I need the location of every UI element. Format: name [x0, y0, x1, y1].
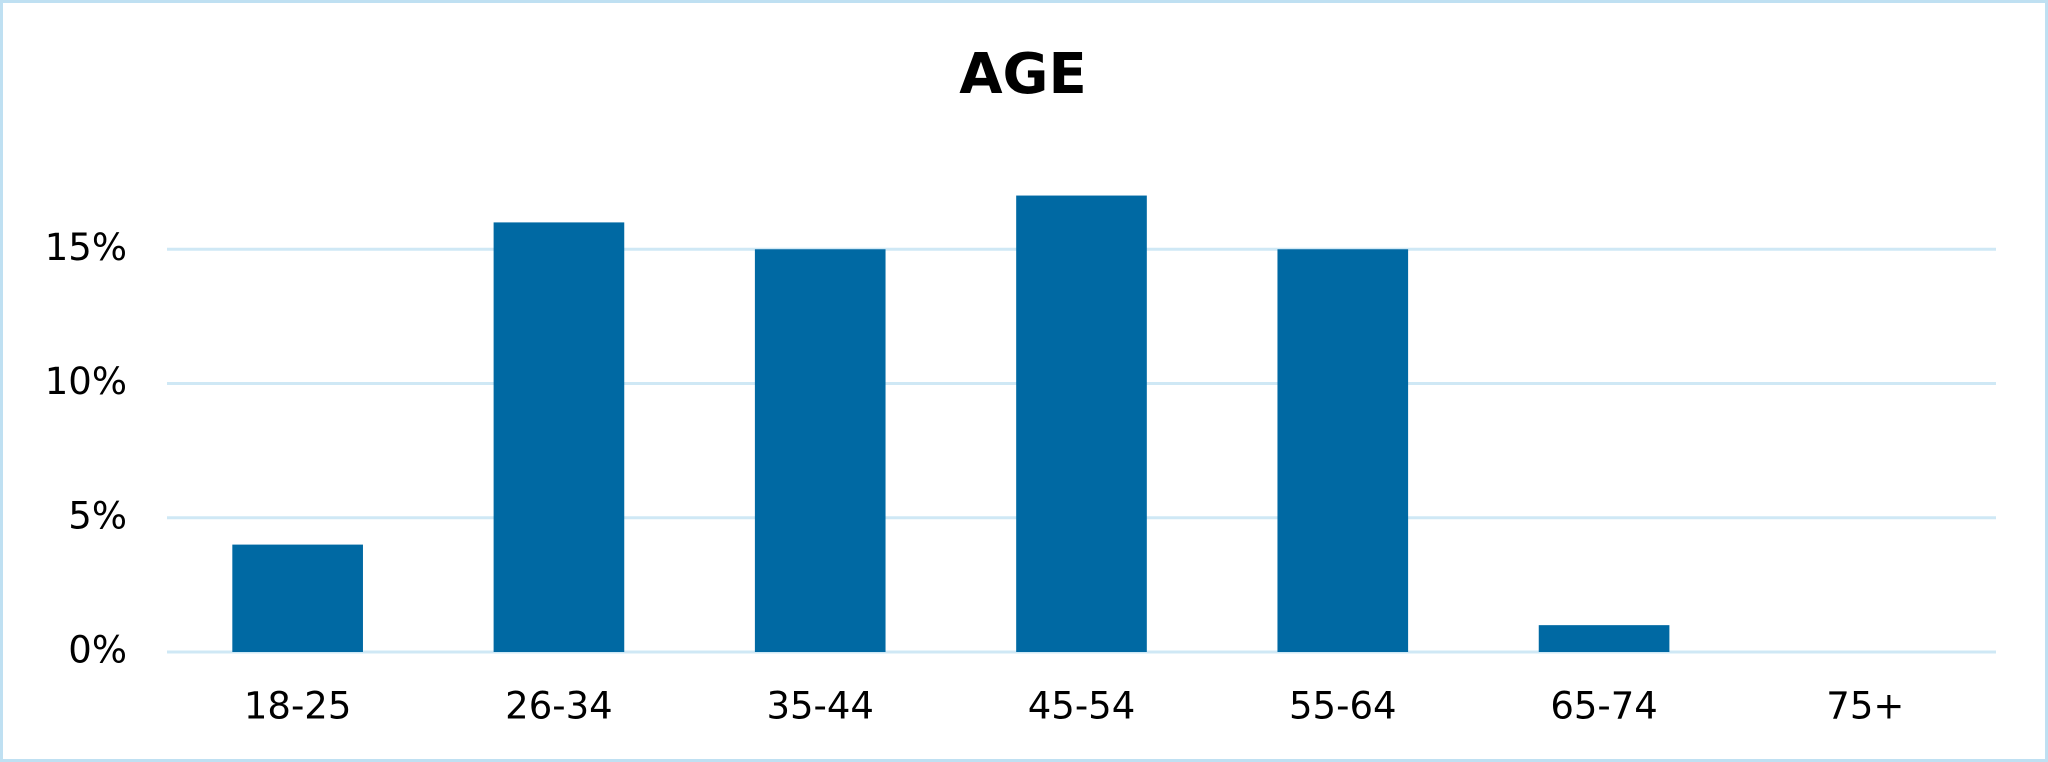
x-tick-label: 26-34 — [505, 685, 613, 728]
x-tick-label: 18-25 — [244, 685, 352, 728]
bar — [1277, 249, 1409, 652]
x-tick-label: 45-54 — [1028, 685, 1136, 728]
bar — [493, 222, 625, 652]
x-tick-label: 35-44 — [766, 685, 874, 728]
bar — [754, 249, 886, 652]
y-tick-label: 15% — [45, 226, 127, 269]
x-tick-label: 55-64 — [1289, 685, 1397, 728]
bar — [1016, 195, 1147, 653]
chart-title: AGE — [959, 42, 1087, 107]
x-tick-label: 75+ — [1826, 685, 1904, 728]
x-tick-label: 65-74 — [1550, 685, 1658, 728]
y-tick-label: 10% — [45, 360, 127, 403]
y-tick-label: 0% — [68, 629, 127, 672]
y-tick-label: 5% — [68, 494, 127, 537]
bar — [232, 544, 363, 652]
bar — [1538, 625, 1670, 652]
